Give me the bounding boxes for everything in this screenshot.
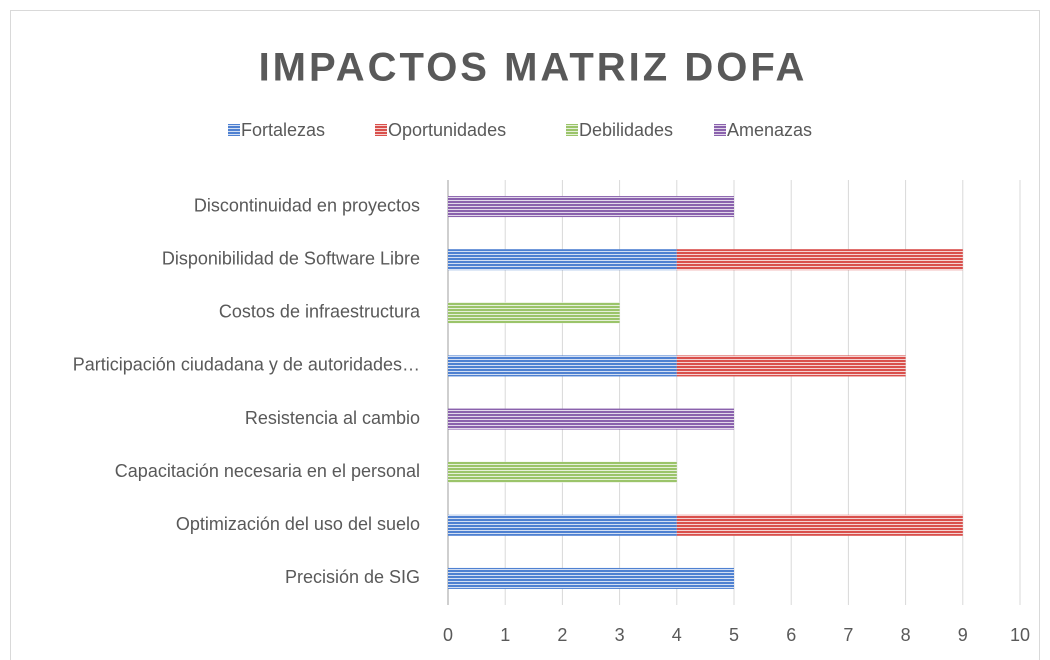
bar [448,514,677,536]
x-tick-label: 10 [1010,625,1030,645]
legend-swatch [714,124,726,136]
x-tick-label: 8 [901,625,911,645]
y-tick-label: Optimización del uso del suelo [176,514,420,534]
chart-frame [10,10,1040,660]
bar [448,461,677,483]
bar [676,514,963,536]
y-tick-label: Capacitación necesaria en el personal [115,461,420,481]
x-tick-label: 2 [557,625,567,645]
bar [676,249,963,271]
y-tick-label: Precisión de SIG [285,567,420,587]
bar [676,355,906,377]
x-tick-label: 6 [786,625,796,645]
chart-title: IMPACTOS MATRIZ DOFA [259,46,808,90]
legend-label: Fortalezas [241,120,325,140]
x-tick-label: 0 [443,625,453,645]
y-tick-label: Participación ciudadana y de autoridades… [73,355,420,375]
bar [448,249,677,271]
y-tick-label: Resistencia al cambio [245,408,420,428]
legend-swatch [228,124,240,136]
legend-label: Debilidades [579,120,673,140]
y-tick-label: Disponibilidad de Software Libre [162,248,420,268]
x-tick-label: 3 [615,625,625,645]
legend-swatch [566,124,578,136]
bar [448,408,734,430]
legend-label: Amenazas [727,120,812,140]
x-tick-label: 1 [500,625,510,645]
x-tick-label: 9 [958,625,968,645]
bar [448,302,620,324]
bar [448,567,734,589]
x-tick-label: 7 [843,625,853,645]
x-tick-label: 4 [672,625,682,645]
y-tick-label: Discontinuidad en proyectos [194,195,420,215]
legend-swatch [375,124,387,136]
legend-label: Oportunidades [388,120,506,140]
y-tick-label: Costos de infraestructura [219,302,421,322]
x-tick-label: 5 [729,625,739,645]
bar [448,355,677,377]
bar [448,196,734,218]
